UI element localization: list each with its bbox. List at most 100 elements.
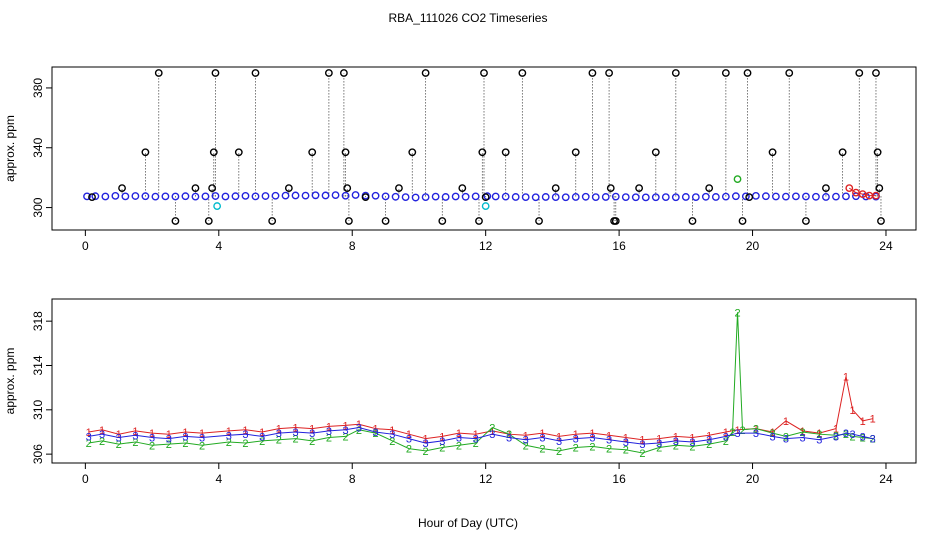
spike-point bbox=[606, 184, 615, 193]
series-3-marker: 3 bbox=[860, 431, 866, 443]
series-2-marker: 2 bbox=[523, 440, 529, 452]
data-point bbox=[832, 192, 840, 201]
spike-point bbox=[855, 69, 864, 77]
y-tick-label: 300 bbox=[31, 197, 45, 217]
series-3-marker: 3 bbox=[373, 427, 379, 439]
series-2-marker: 2 bbox=[276, 435, 282, 447]
series-3-marker: 3 bbox=[573, 434, 579, 446]
data-point bbox=[731, 192, 740, 201]
data-point bbox=[541, 193, 550, 201]
series-3-marker: 3 bbox=[843, 428, 849, 440]
series-3-marker: 3 bbox=[342, 425, 348, 437]
data-point bbox=[83, 192, 91, 201]
y-tick-label: 310 bbox=[31, 399, 45, 419]
data-point bbox=[311, 191, 320, 200]
series-2-marker: 2 bbox=[199, 440, 205, 452]
y-tick-label: 380 bbox=[31, 78, 45, 98]
series-1-marker: 1 bbox=[723, 427, 729, 439]
series-1-marker: 1 bbox=[606, 430, 612, 442]
spike-point bbox=[671, 69, 680, 77]
x-tick-label: 20 bbox=[746, 472, 760, 486]
series-3-marker: 3 bbox=[242, 429, 248, 441]
series-2-marker: 2 bbox=[606, 444, 612, 456]
data-point bbox=[781, 192, 790, 201]
series-1-marker: 1 bbox=[489, 426, 495, 438]
series-1-marker: 1 bbox=[116, 429, 122, 441]
data-point bbox=[411, 193, 420, 202]
series-2-marker: 2 bbox=[539, 444, 545, 456]
series-1-marker: 1 bbox=[99, 425, 105, 437]
data-point bbox=[802, 192, 810, 201]
series-3-marker: 3 bbox=[656, 438, 662, 450]
data-point bbox=[761, 192, 770, 201]
spike-point bbox=[154, 69, 163, 77]
data-point bbox=[331, 191, 340, 200]
figure-title: RBA_111026 CO2 Timeseries bbox=[389, 11, 548, 25]
spike-point bbox=[535, 217, 543, 225]
data-point bbox=[491, 192, 500, 201]
series-3-marker: 3 bbox=[259, 431, 265, 443]
spike-point bbox=[438, 217, 447, 225]
series-3-marker: 3 bbox=[800, 433, 806, 445]
series-2-marker: 2 bbox=[406, 444, 412, 456]
spike-point bbox=[191, 184, 200, 193]
spike-point bbox=[211, 69, 220, 77]
series-2-marker: 2 bbox=[870, 434, 876, 446]
series-1-marker: 1 bbox=[473, 429, 479, 441]
series-2-marker: 2 bbox=[473, 438, 479, 450]
series-3-line bbox=[88, 427, 873, 445]
series-1-marker: 1 bbox=[539, 428, 545, 440]
x-axis-label: Hour of Day (UTC) bbox=[418, 516, 518, 530]
data-point bbox=[381, 192, 390, 201]
plot-frame bbox=[51, 66, 917, 231]
series-1-line bbox=[88, 376, 873, 441]
series-2-marker: 2 bbox=[116, 439, 122, 451]
series-3-marker: 3 bbox=[356, 423, 362, 435]
spike-point bbox=[877, 217, 885, 225]
series-1-marker: 1 bbox=[226, 426, 232, 438]
data-point bbox=[301, 191, 310, 200]
series-3-marker: 3 bbox=[753, 428, 759, 440]
series-1-marker: 1 bbox=[86, 427, 92, 439]
spike-point bbox=[361, 193, 370, 202]
series-1-marker: 1 bbox=[406, 429, 412, 441]
series-3-marker: 3 bbox=[539, 433, 545, 445]
series-3-marker: 3 bbox=[473, 434, 479, 446]
series-2-marker: 2 bbox=[573, 442, 579, 454]
series-2-marker: 2 bbox=[456, 440, 462, 452]
series-2-marker: 2 bbox=[656, 442, 662, 454]
x-tick-label: 24 bbox=[879, 472, 893, 486]
data-point bbox=[501, 192, 510, 201]
x-tick-label: 12 bbox=[479, 239, 493, 253]
series-3-marker: 3 bbox=[489, 429, 495, 441]
data-point bbox=[721, 192, 730, 201]
data-point bbox=[631, 193, 640, 202]
series-3-marker: 3 bbox=[276, 428, 282, 440]
data-point bbox=[241, 192, 250, 200]
series-2-marker: 2 bbox=[149, 440, 155, 452]
data-point bbox=[842, 192, 850, 201]
data-point bbox=[371, 191, 380, 200]
data-point bbox=[711, 193, 720, 201]
data-point bbox=[231, 192, 240, 201]
data-point bbox=[691, 193, 700, 202]
spike-point bbox=[605, 69, 613, 77]
series-3-marker: 3 bbox=[556, 436, 562, 448]
spike-point bbox=[872, 69, 880, 77]
data-point bbox=[221, 192, 230, 201]
green-point bbox=[733, 175, 742, 184]
x-tick-label: 24 bbox=[879, 239, 893, 253]
data-point bbox=[401, 193, 410, 202]
spike-point bbox=[208, 184, 217, 193]
data-point bbox=[621, 193, 630, 202]
spike-point bbox=[551, 184, 560, 193]
series-1-marker: 1 bbox=[439, 431, 445, 443]
series-3-marker: 3 bbox=[870, 434, 876, 446]
series-3-marker: 3 bbox=[423, 438, 429, 450]
series-1-marker: 1 bbox=[199, 428, 205, 440]
series-2-marker: 2 bbox=[589, 441, 595, 453]
data-point bbox=[131, 192, 140, 200]
spike-point bbox=[745, 193, 754, 202]
series-3-marker: 3 bbox=[182, 431, 188, 443]
series-2-marker: 2 bbox=[723, 436, 729, 448]
